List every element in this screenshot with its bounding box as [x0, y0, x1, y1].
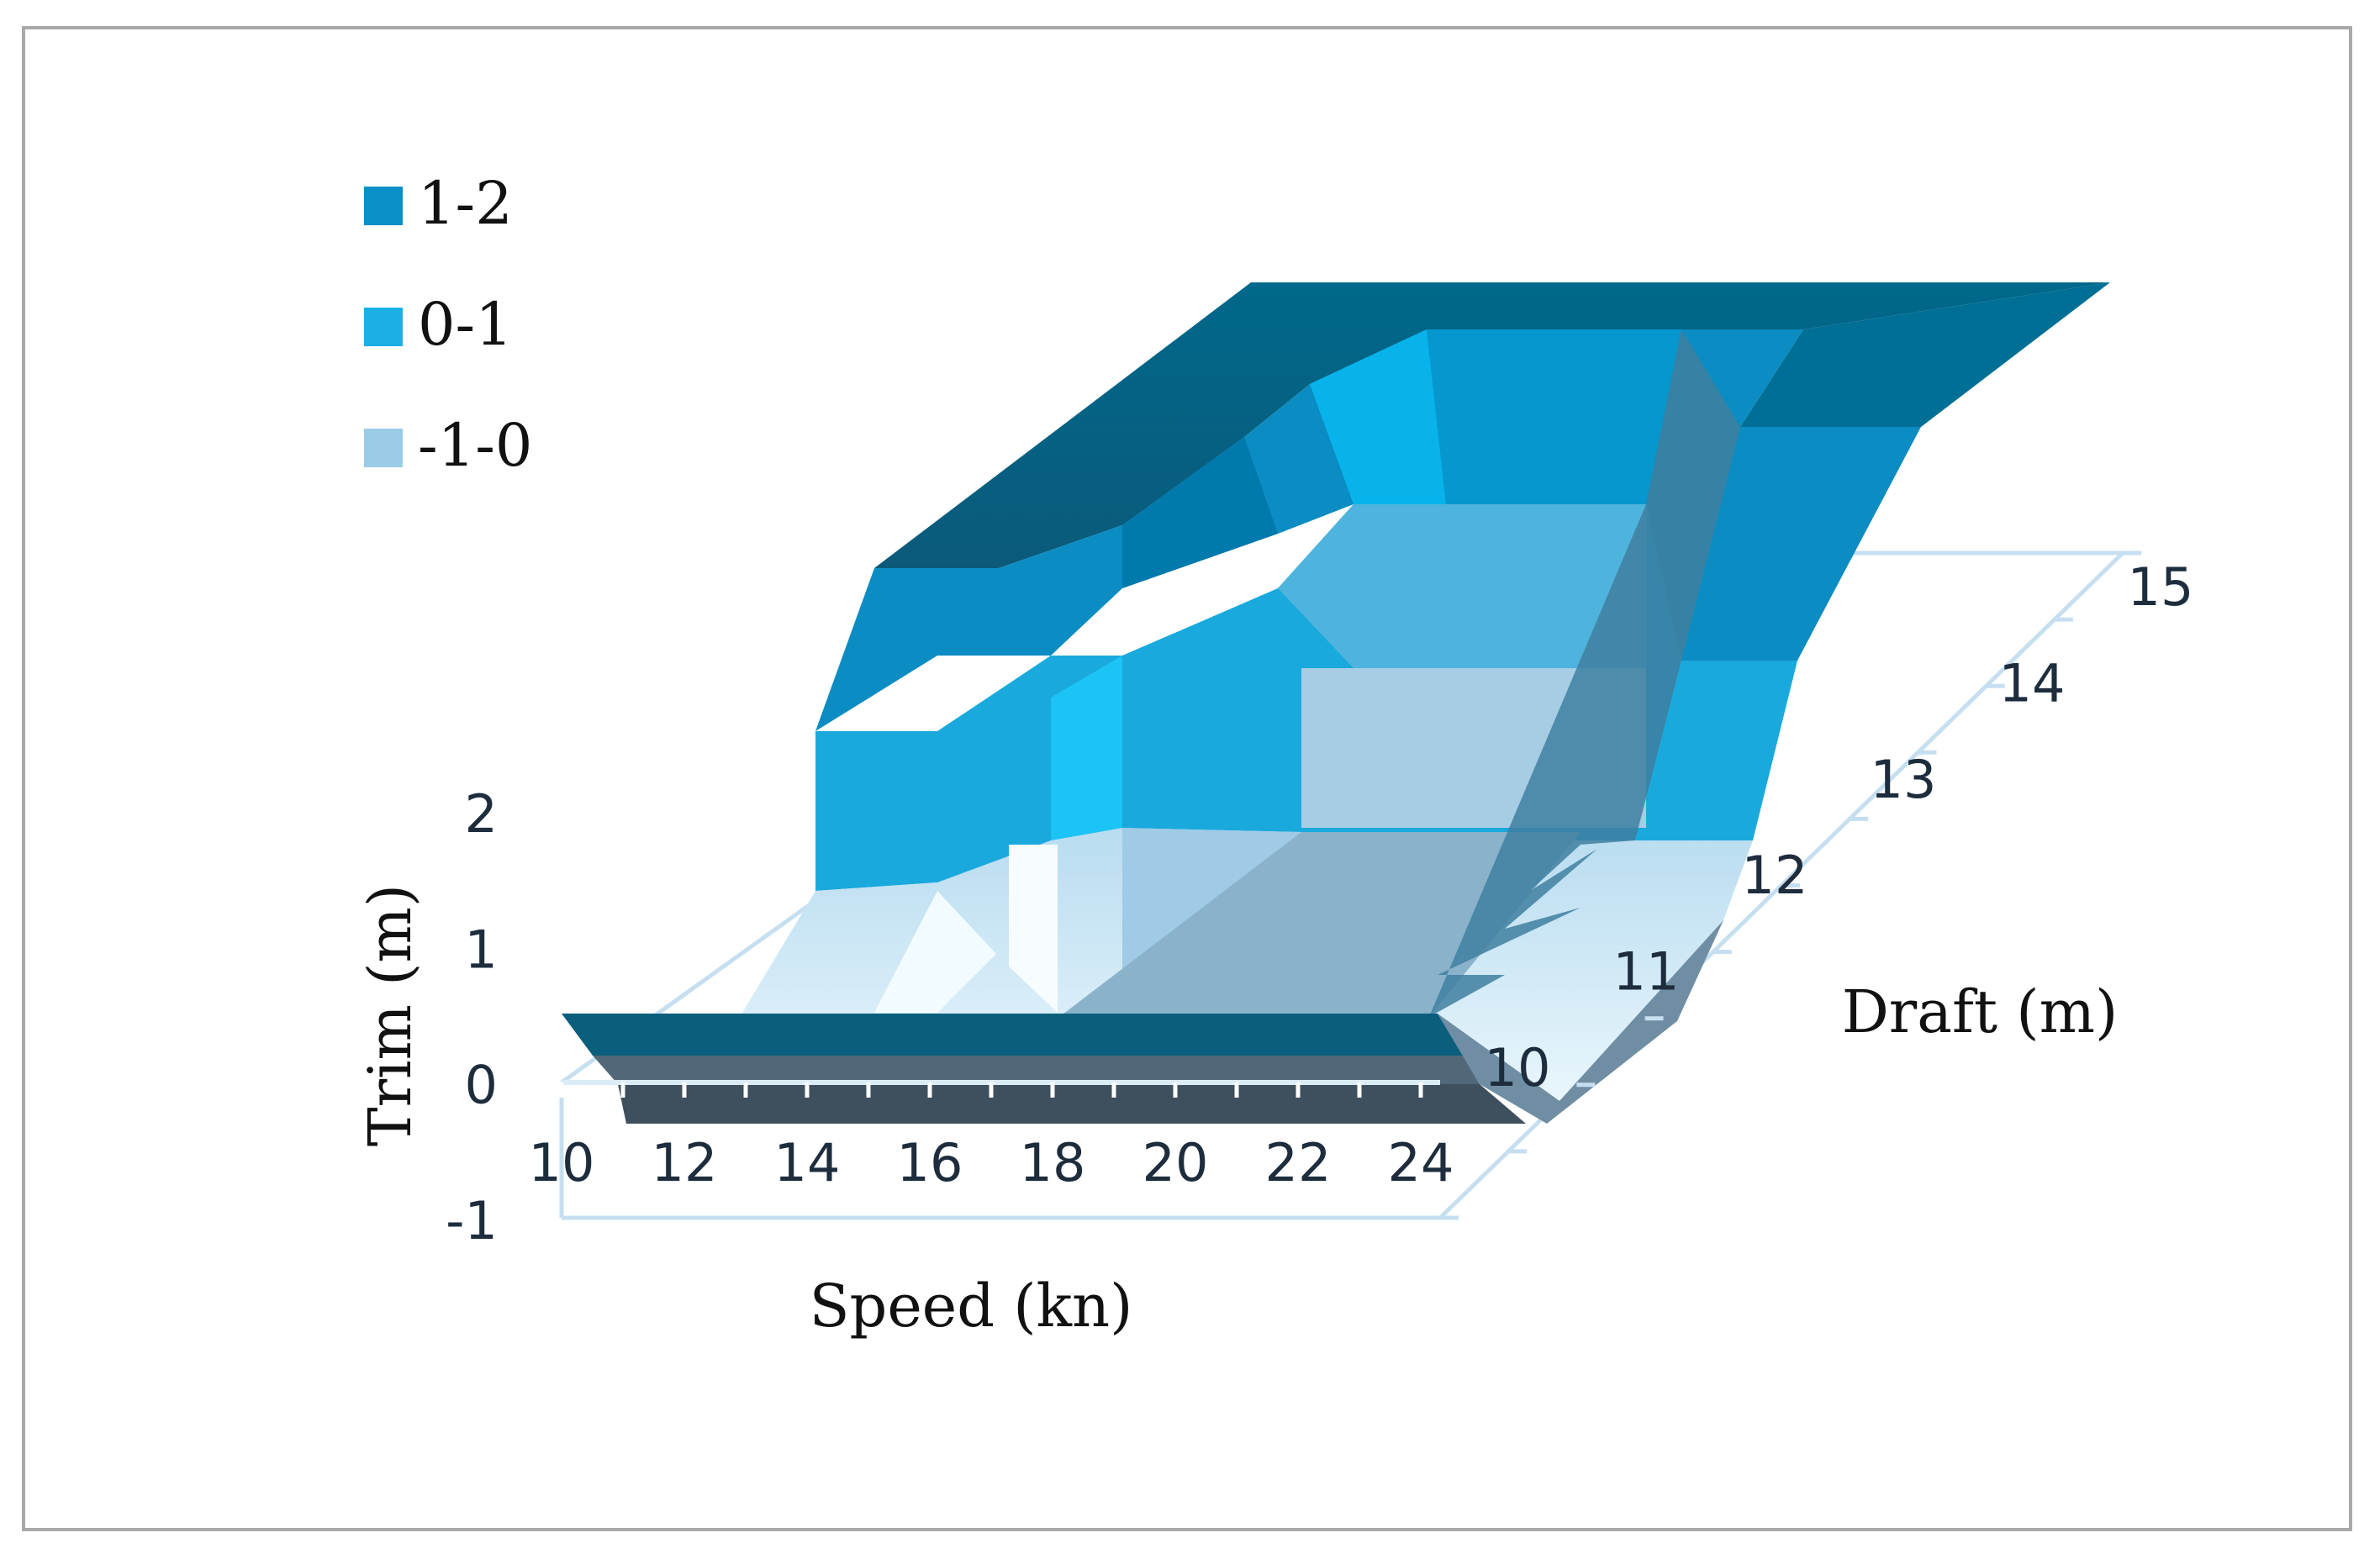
draft-axis-ticks — [1440, 550, 2141, 1220]
surface-front-strip-bottom — [618, 1084, 1526, 1124]
speed-tick-label: 16 — [897, 1132, 963, 1193]
surface-band-0-1-pale — [1278, 504, 1646, 668]
surface-front-strip — [562, 1014, 1463, 1056]
surface-jagged-edge — [1429, 329, 1740, 1017]
legend-swatch — [364, 429, 403, 467]
speed-tick-label: 12 — [652, 1132, 718, 1193]
legend: 1-2 0-1 -1-0 — [364, 169, 532, 480]
speed-tick-label: 10 — [529, 1132, 595, 1193]
draft-tick-label: 13 — [1871, 749, 1937, 810]
surface-white-patch — [874, 891, 996, 1013]
legend-label: 0-1 — [418, 290, 513, 359]
trim-tick-label: 1 — [465, 919, 498, 980]
legend-swatch — [364, 308, 403, 346]
surface-top-right — [1740, 282, 2110, 427]
surface-band-0-1-hi — [1051, 656, 1122, 840]
trim-tick-label: 2 — [465, 783, 498, 845]
draft-tick-label: 12 — [1742, 845, 1808, 906]
x-axis-line — [559, 1080, 1440, 1098]
surface-band-1-2-mid — [1427, 329, 1681, 504]
speed-tick-label: 14 — [774, 1132, 841, 1193]
surface-top-plateau — [874, 282, 2110, 568]
speed-tick-label: 20 — [1143, 1132, 1209, 1193]
draft-tick-label: 10 — [1485, 1037, 1551, 1098]
draft-tick-label: 14 — [1999, 652, 2066, 714]
trim-surface — [562, 282, 2110, 1124]
speed-tick-label: 24 — [1388, 1132, 1454, 1193]
draft-tick-label: 11 — [1613, 941, 1680, 1003]
draft-tick-label: 15 — [2128, 556, 2194, 618]
legend-item-neg1-0: -1-0 — [364, 411, 532, 480]
legend-item-1-2: 1-2 — [364, 169, 513, 238]
z-axis-title: Draft (m) — [1842, 977, 2119, 1046]
surface-band-1-2-shade — [1122, 437, 1278, 588]
trim-tick-label: 0 — [465, 1055, 498, 1116]
legend-label: -1-0 — [418, 411, 532, 480]
y-axis-title: Trim (m) — [356, 884, 425, 1146]
surface-front-strip-shade — [593, 1056, 1480, 1084]
speed-tick-label: 22 — [1265, 1132, 1332, 1193]
surface-band-1-2-hi — [1310, 329, 1446, 504]
trim-tick-label: -1 — [446, 1190, 498, 1251]
surface-right-shoulder — [1438, 920, 1723, 1124]
legend-label: 1-2 — [418, 169, 513, 238]
speed-tick-labels: 10 12 14 16 18 20 22 24 — [529, 1132, 1454, 1193]
surface-inner-floor — [1059, 832, 1581, 1017]
surface-white-patch-2 — [1009, 845, 1058, 1013]
trim-tick-labels: -1 0 1 2 — [446, 783, 498, 1251]
legend-swatch — [364, 187, 403, 225]
draft-tick-labels: 10 11 12 13 14 15 — [1485, 556, 2194, 1098]
x-axis-title: Speed (kn) — [810, 1272, 1133, 1340]
legend-item-0-1: 0-1 — [364, 290, 513, 359]
speed-tick-label: 18 — [1020, 1132, 1086, 1193]
